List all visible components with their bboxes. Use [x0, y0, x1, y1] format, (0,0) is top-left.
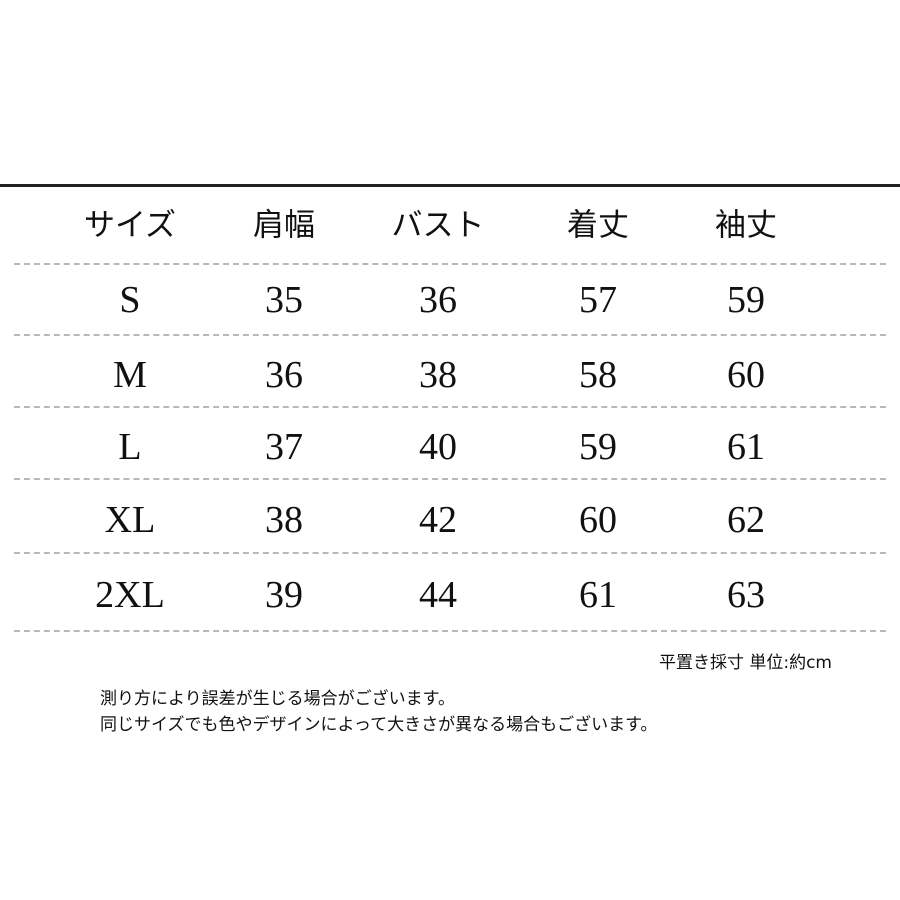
cell-shoulder-width: 36	[265, 354, 303, 396]
top-rule	[0, 184, 900, 187]
unit-note: 平置き採寸 単位:約cm	[658, 653, 832, 673]
cell-shoulder-width: 35	[265, 279, 303, 321]
row-divider	[14, 406, 886, 408]
cell-bust: 36	[419, 279, 457, 321]
row-divider	[14, 552, 886, 554]
cell-shoulder-width: 39	[265, 574, 303, 616]
disclaimer-line-1: 測り方により誤差が生じる場合がございます。	[100, 689, 455, 709]
cell-length: 59	[579, 426, 617, 468]
cell-length: 60	[579, 499, 617, 541]
cell-shoulder-width: 38	[265, 499, 303, 541]
cell-bust: 44	[419, 574, 457, 616]
disclaimer-line-2: 同じサイズでも色やデザインによって大きさが異なる場合もございます。	[100, 715, 658, 735]
cell-size: XL	[104, 499, 156, 541]
cell-length: 57	[579, 279, 617, 321]
cell-size: S	[119, 279, 141, 321]
cell-sleeve-length: 63	[727, 574, 765, 616]
cell-sleeve-length: 62	[727, 499, 765, 541]
cell-size: M	[113, 354, 147, 396]
cell-sleeve-length: 59	[727, 279, 765, 321]
cell-bust: 40	[419, 426, 457, 468]
cell-length: 58	[579, 354, 617, 396]
cell-bust: 42	[419, 499, 457, 541]
header-bust: バスト	[391, 207, 485, 244]
row-divider	[14, 334, 886, 336]
cell-bust: 38	[419, 354, 457, 396]
header-length: 着丈	[567, 207, 629, 244]
header-shoulder-width: 肩幅	[253, 207, 315, 244]
cell-length: 61	[579, 574, 617, 616]
row-divider	[14, 263, 886, 265]
cell-shoulder-width: 37	[265, 426, 303, 468]
header-size: サイズ	[83, 207, 177, 244]
header-sleeve-length: 袖丈	[715, 207, 777, 244]
cell-sleeve-length: 61	[727, 426, 765, 468]
cell-size: 2XL	[95, 574, 165, 616]
cell-size: L	[118, 426, 142, 468]
row-divider	[14, 630, 886, 632]
cell-sleeve-length: 60	[727, 354, 765, 396]
row-divider	[14, 478, 886, 480]
